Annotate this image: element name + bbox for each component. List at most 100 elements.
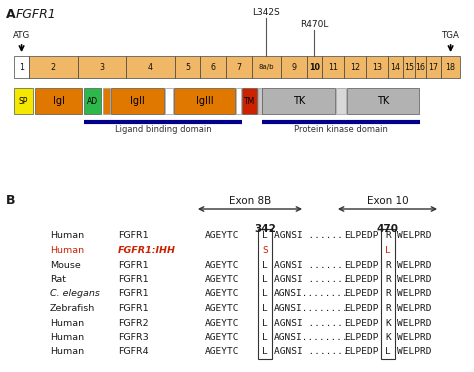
Text: L: L (262, 231, 268, 241)
Text: B: B (6, 194, 16, 207)
Text: 8a/b: 8a/b (259, 64, 274, 70)
Text: FGFR1: FGFR1 (118, 289, 149, 298)
Text: SP: SP (19, 96, 28, 106)
Text: L: L (262, 318, 268, 327)
Bar (322, 56, 344, 78)
Text: WELPRD: WELPRD (397, 275, 431, 284)
Text: L: L (262, 304, 268, 313)
Text: 2: 2 (51, 62, 56, 71)
Text: Protein kinase domain: Protein kinase domain (294, 125, 388, 134)
Text: L: L (262, 260, 268, 269)
Text: K: K (385, 333, 391, 342)
Bar (258, 88, 262, 114)
Text: 16: 16 (415, 62, 425, 71)
Bar (111, 88, 164, 114)
Bar (366, 56, 388, 78)
Bar (403, 56, 415, 78)
Bar (36, 88, 82, 114)
Text: AGEYTC: AGEYTC (205, 304, 239, 313)
Text: R: R (385, 289, 391, 298)
Text: AGEYTC: AGEYTC (205, 347, 239, 356)
Text: FGFR4: FGFR4 (118, 347, 149, 356)
Text: 17: 17 (428, 62, 438, 71)
Bar (165, 88, 173, 114)
Text: L: L (385, 246, 391, 255)
Text: Rat: Rat (50, 275, 66, 284)
Text: FGFR1: FGFR1 (118, 231, 149, 241)
Text: WELPRD: WELPRD (397, 260, 431, 269)
Bar (281, 56, 307, 78)
Bar (258, 229, 272, 359)
Text: S: S (262, 246, 268, 255)
Text: 18: 18 (446, 62, 456, 71)
Bar (415, 56, 426, 78)
Text: ELPEDP: ELPEDP (344, 347, 379, 356)
Text: AGNSI ......: AGNSI ...... (274, 231, 343, 241)
Bar (29, 56, 78, 78)
Bar (426, 56, 441, 78)
Text: 342: 342 (254, 224, 276, 234)
Text: Human: Human (50, 231, 84, 241)
Text: WELPRD: WELPRD (397, 333, 431, 342)
Text: FGFR2: FGFR2 (118, 318, 149, 327)
Bar (346, 88, 419, 114)
Text: TM: TM (244, 96, 255, 106)
Text: AGEYTC: AGEYTC (205, 333, 239, 342)
Text: ELPEDP: ELPEDP (344, 289, 379, 298)
Text: 470: 470 (377, 224, 399, 234)
Bar (126, 56, 175, 78)
Text: WELPRD: WELPRD (397, 231, 431, 241)
Text: ELPEDP: ELPEDP (344, 231, 379, 241)
Text: AGNSI........: AGNSI........ (274, 304, 349, 313)
Text: L: L (262, 275, 268, 284)
Bar (103, 88, 110, 114)
Text: ELPEDP: ELPEDP (344, 260, 379, 269)
Bar (263, 88, 335, 114)
Bar (344, 56, 366, 78)
Text: AGNSI ......: AGNSI ...... (274, 318, 343, 327)
Text: L: L (385, 347, 391, 356)
Bar (336, 88, 346, 114)
Text: L: L (262, 289, 268, 298)
Text: AGNSI .......: AGNSI ....... (274, 347, 349, 356)
Text: R: R (385, 260, 391, 269)
Text: Exon 10: Exon 10 (367, 196, 408, 206)
Text: Human: Human (50, 347, 84, 356)
Text: Ligand binding domain: Ligand binding domain (115, 125, 212, 134)
Text: Mouse: Mouse (50, 260, 81, 269)
Bar (252, 56, 281, 78)
Bar (441, 56, 460, 78)
Text: WELPRD: WELPRD (397, 289, 431, 298)
Text: Exon 8B: Exon 8B (229, 196, 271, 206)
Text: FGFR3: FGFR3 (118, 333, 149, 342)
Text: 13: 13 (372, 62, 382, 71)
Bar (307, 56, 322, 78)
Text: WELPRD: WELPRD (397, 304, 431, 313)
Bar (388, 56, 403, 78)
Bar (201, 56, 226, 78)
Text: WELPRD: WELPRD (397, 347, 431, 356)
Text: C. elegans: C. elegans (50, 289, 100, 298)
Bar (14, 56, 29, 78)
Bar (381, 229, 395, 359)
Text: A: A (6, 8, 16, 21)
Text: L: L (262, 347, 268, 356)
Text: FGFR1: FGFR1 (16, 8, 57, 21)
Text: AGEYTC: AGEYTC (205, 260, 239, 269)
Text: 3: 3 (100, 62, 104, 71)
Text: 7: 7 (237, 62, 242, 71)
Text: R: R (385, 304, 391, 313)
Text: R470L: R470L (300, 20, 328, 29)
Text: AD: AD (87, 96, 99, 106)
Text: 15: 15 (404, 62, 414, 71)
Text: AGNSI........: AGNSI........ (274, 289, 349, 298)
Bar (173, 88, 235, 114)
Bar (236, 88, 241, 114)
Text: L: L (262, 333, 268, 342)
Text: 6: 6 (211, 62, 216, 71)
Text: FGFR1: FGFR1 (118, 260, 149, 269)
Text: Zebrafish: Zebrafish (50, 304, 95, 313)
Bar (226, 56, 252, 78)
Text: K: K (385, 318, 391, 327)
Bar (175, 56, 201, 78)
